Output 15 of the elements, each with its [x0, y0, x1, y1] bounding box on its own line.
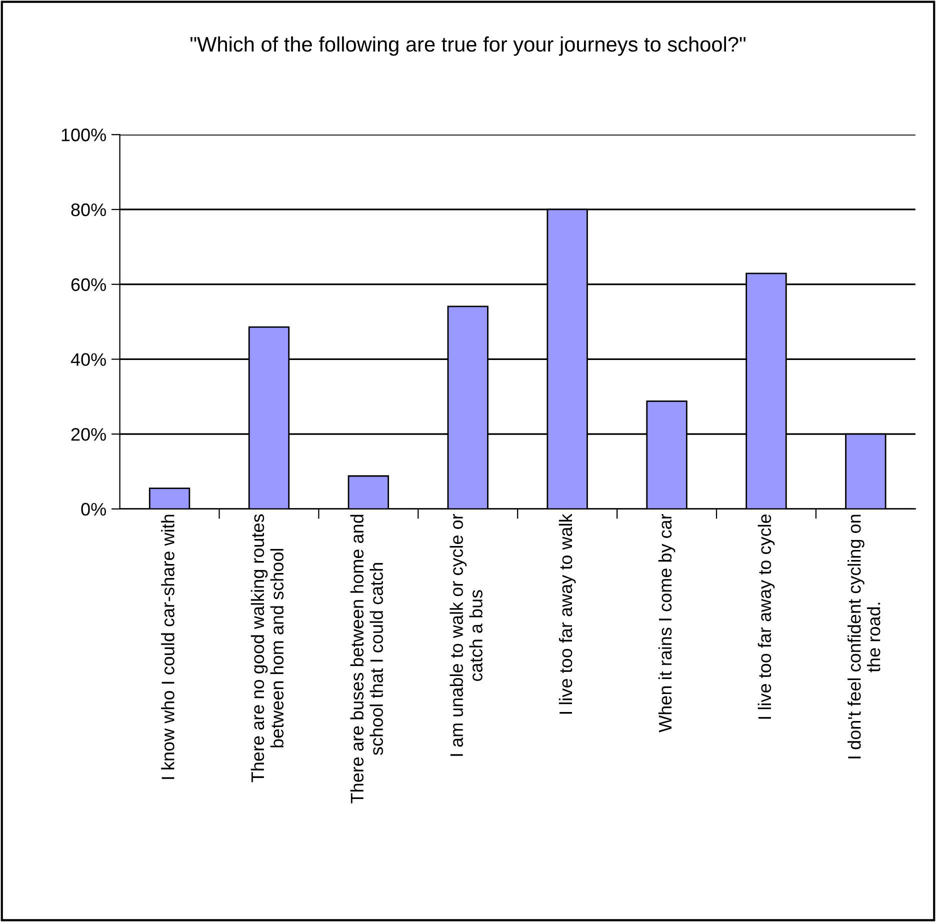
y-tick-label: 100% [62, 128, 106, 142]
x-tick-label: When it rains I come by car [658, 514, 676, 732]
x-tick-label: There are buses between home and school that I could catch [350, 514, 384, 804]
y-tick-label: 60% [71, 278, 106, 292]
x-tick-label: I live too far away to cycle [758, 514, 775, 719]
y-tick-label: 0% [81, 502, 106, 516]
x-tick-label: I know who I could car-share with [161, 514, 174, 779]
x-tick-label: I am unable to walk or cycle or catch a bus [450, 514, 482, 756]
y-tick-label: 80% [71, 203, 106, 216]
y-tick-label: 20% [71, 428, 106, 441]
chart-title: "Which of the following are true for your journeys to school?" [190, 36, 746, 56]
x-tick-label: There are no good walking routes between hom and school [250, 514, 284, 782]
x-tick-label: I live too far away to walk [558, 514, 576, 714]
y-tick-label: 40% [70, 353, 106, 366]
x-tick-label: I don't feel confident cycling on the road. [848, 514, 880, 758]
